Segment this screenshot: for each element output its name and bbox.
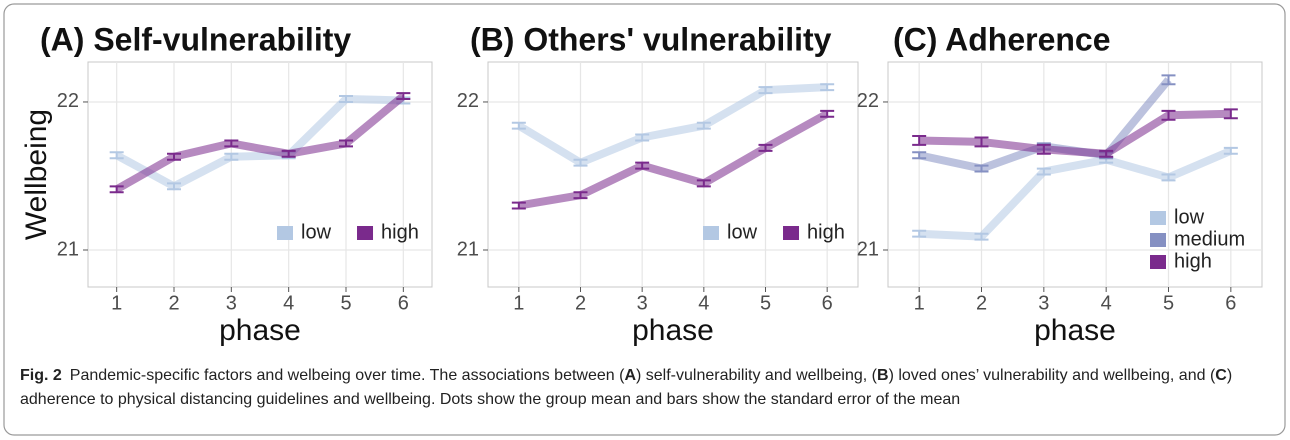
x-tick-label: 2 [168, 292, 179, 314]
x-tick-label: 6 [1225, 292, 1236, 314]
legend-label: high [807, 221, 845, 243]
x-tick-label: 4 [283, 292, 294, 314]
x-tick-label: 3 [226, 292, 237, 314]
error-bar [109, 185, 124, 194]
error-bar [635, 161, 650, 170]
chart-title: (C) Adherence [893, 21, 1111, 57]
x-axis-label: phase [632, 314, 714, 347]
x-tick-label: 6 [822, 292, 833, 314]
error-bar [396, 92, 411, 101]
legend-key [703, 226, 719, 240]
legend-label: high [1174, 250, 1212, 272]
caption-label: Fig. 2 [20, 367, 62, 384]
error-bar [912, 151, 927, 160]
legend-label: high [381, 221, 419, 243]
error-bar [339, 139, 353, 148]
error-bar [912, 229, 927, 238]
error-bar [820, 109, 835, 118]
legend-key [1150, 233, 1166, 247]
caption-text: ) self-vulnerability and wellbeing, ( [636, 367, 877, 384]
x-tick-label: 2 [976, 292, 987, 314]
error-bar [820, 83, 835, 92]
y-tick-label: 22 [457, 90, 479, 112]
error-bar [1223, 108, 1238, 120]
caption-text: A [624, 367, 636, 384]
error-bar [1161, 173, 1176, 182]
x-tick-label: 1 [111, 292, 122, 314]
y-tick-label: 22 [57, 90, 79, 112]
caption-text: C [1215, 367, 1227, 384]
error-bar [1161, 74, 1176, 86]
caption-text: B [877, 367, 889, 384]
legend-key [783, 226, 800, 240]
error-bar [511, 201, 526, 210]
error-bar [339, 95, 353, 103]
y-tick-label: 21 [57, 238, 79, 260]
error-bar [224, 139, 239, 148]
legend-label: low [301, 221, 332, 243]
series-line [518, 110, 830, 210]
x-tick-label: 3 [1038, 292, 1049, 314]
legend-label: low [727, 221, 758, 243]
error-bar [758, 143, 773, 152]
error-bar [696, 179, 711, 188]
x-tick-label: 1 [513, 292, 524, 314]
error-bar [1036, 143, 1051, 155]
error-bar [1099, 149, 1114, 158]
error-bar [758, 86, 773, 95]
x-tick-label: 3 [637, 292, 648, 314]
series-line [114, 95, 404, 191]
error-bar [974, 232, 989, 241]
error-bar [573, 191, 588, 200]
error-bar [573, 158, 588, 167]
legend-label: low [1174, 206, 1205, 228]
x-tick-label: 4 [1101, 292, 1112, 314]
error-bar [281, 149, 296, 158]
x-tick-label: 5 [340, 292, 351, 314]
caption-text: ) loved ones’ vulnerability and wellbein… [888, 367, 1216, 384]
chart-title: (A) Self-vulnerability [40, 21, 351, 57]
error-bar [1161, 109, 1176, 121]
legend-key [277, 226, 293, 240]
x-axis-label: phase [1034, 314, 1116, 347]
error-bar [167, 182, 181, 191]
series-line [918, 147, 1233, 241]
error-bar [974, 136, 989, 148]
x-tick-label: 5 [1163, 292, 1174, 314]
series-line [516, 83, 828, 167]
x-tick-label: 1 [914, 292, 925, 314]
y-tick-label: 22 [857, 90, 879, 112]
caption-text: Pandemic-specific factors and welbeing o… [69, 367, 625, 384]
legend-key [1150, 211, 1166, 225]
error-bar [109, 151, 124, 160]
caption-text: ) adherence to physical distancing guide… [20, 367, 1233, 408]
series-line [114, 92, 406, 193]
error-bar [696, 121, 711, 130]
y-tick-label: 21 [857, 238, 879, 260]
x-tick-label: 5 [760, 292, 771, 314]
error-bar [511, 121, 526, 130]
y-axis-label: Wellbeing [20, 109, 53, 240]
x-tick-label: 6 [398, 292, 409, 314]
error-bar [1223, 146, 1238, 155]
error-bar [635, 133, 650, 142]
caption: Fig. 2 Pandemic-specific factors and welb… [20, 364, 1275, 412]
figure-border [3, 3, 1286, 436]
x-axis-label: phase [219, 314, 301, 347]
legend-key [1150, 255, 1166, 269]
x-tick-label: 4 [698, 292, 709, 314]
x-tick-label: 2 [575, 292, 586, 314]
legend-key [357, 226, 374, 240]
chart-title: (B) Others' vulnerability [470, 21, 832, 57]
series-line [919, 109, 1231, 158]
y-tick-label: 21 [457, 238, 479, 260]
error-bar [974, 164, 989, 173]
error-bar [1036, 167, 1051, 176]
error-bar [167, 152, 181, 161]
legend-label: medium [1174, 228, 1245, 250]
error-bar [224, 152, 239, 161]
error-bar [912, 135, 927, 146]
